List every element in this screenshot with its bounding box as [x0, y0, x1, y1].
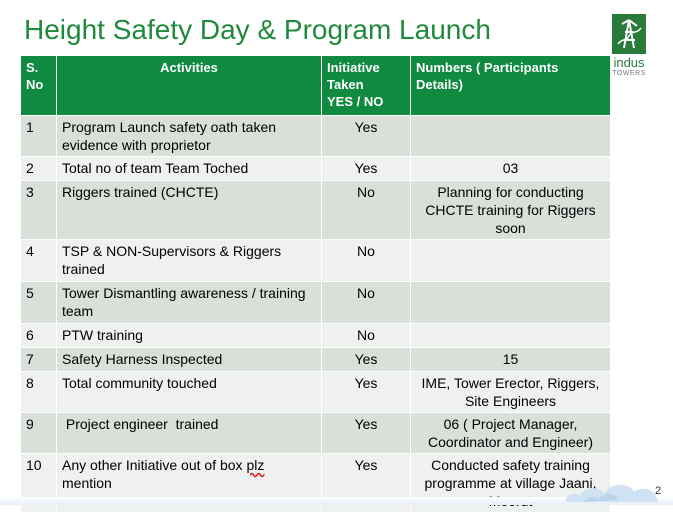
row-initiative: No — [321, 180, 411, 240]
row-activity: TSP & NON-Supervisors & Riggers trained — [56, 239, 322, 282]
row-initiative: No — [321, 239, 411, 282]
row-serial: 5 — [20, 281, 57, 324]
table-row: 4 TSP & NON-Supervisors & Riggers traine… — [20, 239, 611, 282]
row-initiative: Yes — [321, 156, 411, 181]
row-activity: Project engineer trained — [56, 412, 322, 454]
row-initiative: No — [321, 323, 411, 348]
logo-subtext: TOWERS — [612, 70, 646, 77]
row-serial: 7 — [20, 347, 57, 372]
footer-band — [0, 497, 673, 505]
row-numbers — [410, 115, 611, 157]
logo-name: indus — [613, 55, 645, 70]
header-initiative: Initiative Taken YES / NO — [321, 55, 411, 116]
row-numbers — [410, 239, 611, 282]
row-activity: PTW training — [56, 323, 322, 348]
header-serial-line1: S. — [26, 60, 39, 75]
header-numbers-line1: Numbers ( Participants — [416, 60, 559, 75]
row-activity: Tower Dismantling awareness / training t… — [56, 281, 322, 324]
header-initiative-line3: YES / NO — [327, 94, 384, 109]
header-serial-line2: No — [26, 77, 44, 92]
header-numbers: Numbers ( Participants Details) — [410, 55, 611, 116]
row-activity: Riggers trained (CHCTE) — [56, 180, 322, 240]
row-activity: Total no of team Team Toched — [56, 156, 322, 181]
row-numbers: 15 — [410, 347, 611, 372]
row-initiative: Yes — [321, 115, 411, 157]
row-numbers: Planning for conducting CHCTE training f… — [410, 180, 611, 240]
table-row: 2 Total no of team Team Toched Yes 03 — [20, 156, 611, 181]
header-numbers-line2: Details) — [416, 77, 463, 92]
row-initiative: Yes — [321, 347, 411, 372]
row-numbers: 06 ( Project Manager, Coordinator and En… — [410, 412, 611, 454]
slide-title: Height Safety Day & Program Launch — [24, 14, 491, 45]
page-number: 2 — [655, 485, 662, 497]
header-serial-no: S. No — [20, 55, 57, 116]
header-activities: Activities — [56, 55, 322, 116]
row-serial: 4 — [20, 239, 57, 282]
row-activity: Safety Harness Inspected — [56, 347, 322, 372]
row-numbers — [410, 323, 611, 348]
row-initiative: No — [321, 281, 411, 324]
table-row: 8 Total community touched Yes IME, Tower… — [20, 371, 611, 413]
row-serial: 9 — [20, 412, 57, 454]
table-row: 1 Program Launch safety oath taken evide… — [20, 115, 611, 157]
table-header-row: S. No Activities Initiative Taken YES / … — [20, 55, 611, 116]
row-serial: 6 — [20, 323, 57, 348]
indus-towers-logo: indus TOWERS — [606, 14, 652, 84]
table-row: 3 Riggers trained (CHCTE) No Planning fo… — [20, 180, 611, 240]
row-initiative: Yes — [321, 371, 411, 413]
row-numbers: 03 — [410, 156, 611, 181]
row-activity: Total community touched — [56, 371, 322, 413]
row-serial: 2 — [20, 156, 57, 181]
row-serial: 8 — [20, 371, 57, 413]
header-initiative-line2: Taken — [327, 77, 364, 92]
table-row: 5 Tower Dismantling awareness / training… — [20, 281, 611, 324]
header-initiative-line1: Initiative — [327, 60, 380, 75]
row-numbers — [410, 281, 611, 324]
table-row: 6 PTW training No — [20, 323, 611, 348]
activities-table: S. No Activities Initiative Taken YES / … — [20, 55, 611, 513]
indus-tower-logo-icon — [612, 14, 646, 54]
row-activity-text: Any other Initiative out of box — [62, 457, 247, 473]
cloud-decoration-icon — [565, 484, 658, 502]
table-row: 9 Project engineer trained Yes 06 ( Proj… — [20, 412, 611, 454]
row-activity: Program Launch safety oath taken evidenc… — [56, 115, 322, 157]
row-activity-text-tail: mention — [62, 475, 112, 491]
row-initiative: Yes — [321, 412, 411, 454]
table-row: 7 Safety Harness Inspected Yes 15 — [20, 347, 611, 372]
spellcheck-flagged-word: plz — [246, 457, 265, 473]
row-serial: 1 — [20, 115, 57, 157]
row-serial: 3 — [20, 180, 57, 240]
row-numbers: IME, Tower Erector, Riggers, Site Engine… — [410, 371, 611, 413]
